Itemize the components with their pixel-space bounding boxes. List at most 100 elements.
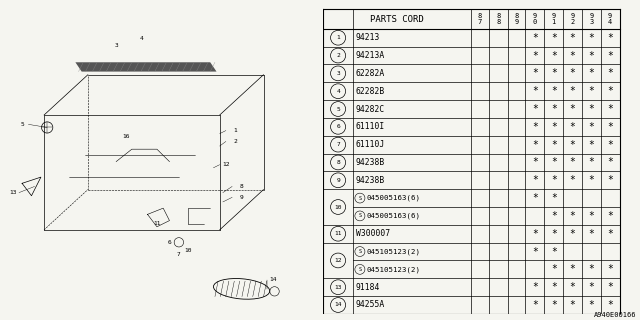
- Text: 045005163(6): 045005163(6): [367, 195, 420, 201]
- Text: 8
7: 8 7: [478, 13, 482, 25]
- Text: *: *: [551, 51, 557, 60]
- Text: 5: 5: [20, 122, 24, 127]
- Text: *: *: [607, 229, 613, 239]
- Text: W300007: W300007: [355, 229, 390, 238]
- Text: *: *: [570, 175, 575, 185]
- Text: 12: 12: [222, 162, 230, 167]
- Text: 94238B: 94238B: [355, 158, 385, 167]
- Text: 4: 4: [336, 89, 340, 94]
- Text: 12: 12: [334, 258, 342, 263]
- Text: 6: 6: [168, 240, 172, 245]
- Text: 5: 5: [336, 107, 340, 111]
- Text: *: *: [532, 140, 538, 150]
- Text: 6: 6: [336, 124, 340, 129]
- Text: 62282B: 62282B: [355, 87, 385, 96]
- Text: 13: 13: [334, 285, 342, 290]
- Text: *: *: [532, 122, 538, 132]
- Text: *: *: [607, 300, 613, 310]
- Text: 9
2: 9 2: [570, 13, 575, 25]
- Text: 045105123(2): 045105123(2): [367, 248, 420, 255]
- Text: *: *: [607, 140, 613, 150]
- Text: *: *: [551, 68, 557, 78]
- Text: *: *: [607, 122, 613, 132]
- Text: *: *: [551, 86, 557, 96]
- Text: 8: 8: [240, 184, 243, 189]
- Text: 7: 7: [336, 142, 340, 147]
- Text: 4: 4: [140, 36, 143, 42]
- Text: *: *: [570, 300, 575, 310]
- Text: 9
0: 9 0: [532, 13, 537, 25]
- Text: *: *: [570, 157, 575, 167]
- Text: *: *: [588, 104, 595, 114]
- Text: 045005163(6): 045005163(6): [367, 213, 420, 219]
- Text: *: *: [588, 157, 595, 167]
- Text: 94282C: 94282C: [355, 105, 385, 114]
- Text: *: *: [588, 282, 595, 292]
- Text: 8
9: 8 9: [515, 13, 519, 25]
- Text: A940E00166: A940E00166: [595, 312, 637, 318]
- Text: *: *: [588, 68, 595, 78]
- Text: *: *: [607, 68, 613, 78]
- Text: *: *: [588, 264, 595, 274]
- Text: *: *: [588, 140, 595, 150]
- Text: 11: 11: [334, 231, 342, 236]
- Text: *: *: [551, 157, 557, 167]
- Text: S: S: [358, 196, 362, 201]
- Text: 2: 2: [336, 53, 340, 58]
- Text: 3: 3: [115, 43, 118, 48]
- Text: *: *: [607, 175, 613, 185]
- Text: *: *: [532, 51, 538, 60]
- Text: S: S: [358, 267, 362, 272]
- Text: *: *: [532, 68, 538, 78]
- Text: *: *: [570, 140, 575, 150]
- Text: *: *: [551, 175, 557, 185]
- Text: *: *: [570, 86, 575, 96]
- Text: 1: 1: [336, 35, 340, 40]
- Text: *: *: [570, 104, 575, 114]
- Text: *: *: [607, 33, 613, 43]
- Text: PARTS CORD: PARTS CORD: [370, 15, 424, 24]
- Text: *: *: [532, 246, 538, 257]
- Text: 94255A: 94255A: [355, 300, 385, 309]
- Text: *: *: [607, 104, 613, 114]
- Text: *: *: [551, 264, 557, 274]
- Text: *: *: [532, 104, 538, 114]
- Text: 7: 7: [177, 252, 180, 257]
- Text: *: *: [570, 122, 575, 132]
- Text: *: *: [532, 86, 538, 96]
- Text: 16: 16: [122, 134, 129, 139]
- Text: 10: 10: [184, 248, 192, 252]
- Text: 3: 3: [336, 71, 340, 76]
- Text: 62282A: 62282A: [355, 69, 385, 78]
- Text: *: *: [588, 33, 595, 43]
- Text: 9: 9: [240, 195, 243, 200]
- Text: S: S: [358, 249, 362, 254]
- Text: *: *: [607, 282, 613, 292]
- Text: *: *: [551, 122, 557, 132]
- Text: 94213A: 94213A: [355, 51, 385, 60]
- Text: *: *: [588, 211, 595, 221]
- Text: *: *: [570, 33, 575, 43]
- Text: S: S: [358, 213, 362, 219]
- Text: 94238B: 94238B: [355, 176, 385, 185]
- Text: 1: 1: [234, 128, 237, 133]
- Text: *: *: [551, 193, 557, 203]
- Text: 9
3: 9 3: [589, 13, 593, 25]
- Text: 61110J: 61110J: [355, 140, 385, 149]
- Text: *: *: [532, 33, 538, 43]
- Text: *: *: [570, 51, 575, 60]
- Text: *: *: [607, 264, 613, 274]
- Text: *: *: [588, 51, 595, 60]
- Text: *: *: [570, 68, 575, 78]
- Text: *: *: [570, 264, 575, 274]
- Text: *: *: [607, 51, 613, 60]
- Text: 61110I: 61110I: [355, 122, 385, 131]
- Text: *: *: [570, 282, 575, 292]
- Text: *: *: [532, 300, 538, 310]
- Text: 14: 14: [334, 302, 342, 308]
- Text: 94213: 94213: [355, 33, 380, 42]
- Text: *: *: [532, 229, 538, 239]
- Text: 2: 2: [234, 139, 237, 144]
- Text: *: *: [532, 175, 538, 185]
- Text: *: *: [551, 229, 557, 239]
